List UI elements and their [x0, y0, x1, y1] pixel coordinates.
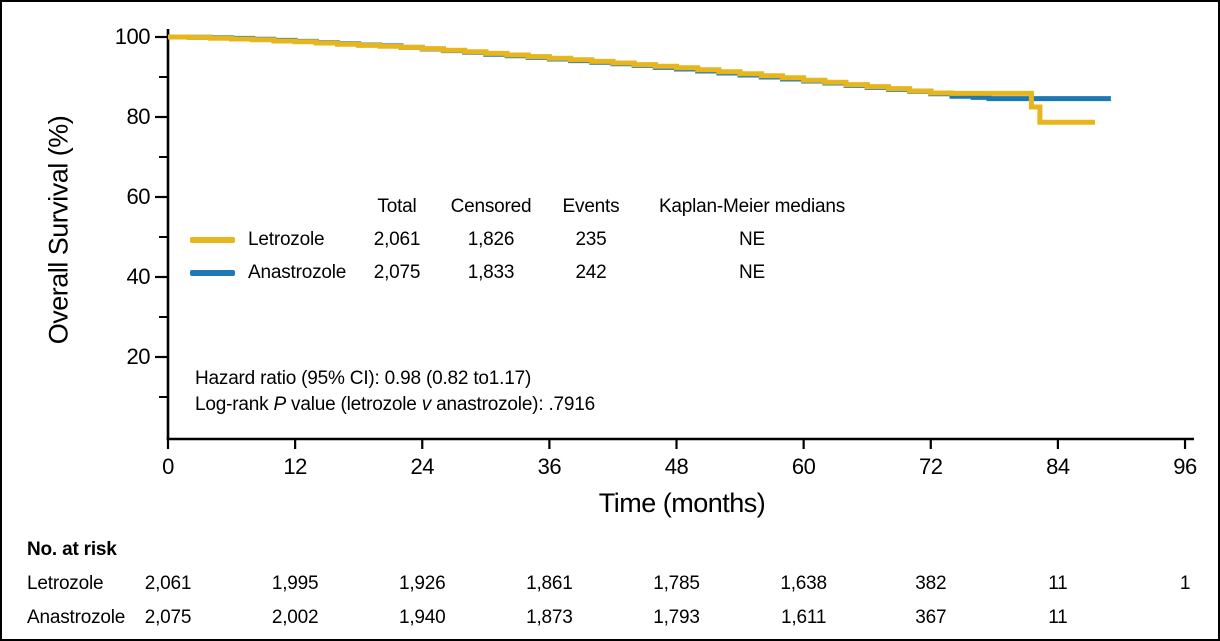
- legend-name: Letrozole: [248, 228, 325, 250]
- at-risk-value: 1,995: [271, 573, 319, 594]
- letrozole-line-swatch: [190, 236, 235, 243]
- at-risk-value: 2,075: [144, 607, 192, 628]
- y-tick-label: 60: [126, 184, 151, 209]
- at-risk-row-label: Letrozole: [27, 573, 104, 594]
- x-tick-label: 0: [162, 454, 174, 479]
- at-risk-value: 1,873: [526, 607, 573, 628]
- at-risk-value: 382: [915, 573, 947, 594]
- y-tick-label: 40: [126, 264, 151, 289]
- logrank-text: Log-rank P value (letrozole v anastrozol…: [195, 394, 596, 415]
- legend-median: NE: [739, 261, 765, 283]
- at-risk-value: 11: [1048, 573, 1068, 594]
- at-risk-value: 11: [1048, 607, 1068, 628]
- stats-annotation: Hazard ratio (95% CI): 0.98 (0.82 to1.17…: [195, 366, 595, 418]
- at-risk-value: 2,061: [144, 573, 192, 594]
- y-tick-label: 100: [114, 24, 151, 49]
- at-risk-value: 1,611: [781, 607, 827, 628]
- anastrozole-line-swatch: [190, 269, 235, 276]
- at-risk-value: 1,940: [398, 607, 446, 628]
- x-tick-label: 12: [283, 454, 307, 479]
- hazard-ratio-text: Hazard ratio (95% CI): 0.98 (0.82 to1.17…: [195, 368, 532, 389]
- legend-median: NE: [739, 228, 765, 250]
- legend-table: Total Censored Events Kaplan-Meier media…: [190, 190, 864, 289]
- x-tick-label: 48: [664, 454, 689, 479]
- x-axis-title: Time (months): [598, 488, 766, 518]
- at-risk-title: No. at risk: [27, 539, 117, 560]
- legend-censored: 1,833: [467, 261, 515, 283]
- legend-row-anastrozole: Anastrozole 2,075 1,833 242 NE: [190, 256, 864, 289]
- at-risk-value: 1,785: [653, 573, 700, 594]
- y-axis-title: Overall Survival (%): [43, 115, 74, 345]
- legend-name: Anastrozole: [248, 261, 347, 283]
- x-tick-label: 24: [410, 454, 435, 479]
- legend-header-censored: Censored: [450, 195, 532, 217]
- at-risk-value: 1,861: [526, 573, 573, 594]
- at-risk-value: 2,002: [271, 607, 319, 628]
- at-risk-value: 1: [1179, 573, 1191, 594]
- legend-events: 235: [575, 228, 607, 250]
- x-tick-label: 60: [791, 454, 816, 479]
- x-tick-label: 36: [537, 454, 562, 479]
- at-risk-value: 367: [915, 607, 947, 628]
- legend-row-letrozole: Letrozole 2,061 1,826 235 NE: [190, 223, 864, 256]
- at-risk-value: 1,638: [780, 573, 827, 594]
- survival-chart-canvas: [155, 29, 1194, 449]
- at-risk-value: 1,926: [398, 573, 446, 594]
- legend-censored: 1,826: [467, 228, 515, 250]
- legend-header-medians: Kaplan-Meier medians: [658, 195, 846, 217]
- legend-header-row: Total Censored Events Kaplan-Meier media…: [190, 190, 864, 223]
- survival-curve-anastrozole: [168, 34, 1111, 102]
- x-tick-label: 96: [1173, 454, 1197, 479]
- at-risk-row-label: Anastrozole: [27, 607, 126, 628]
- legend-events: 242: [575, 261, 607, 283]
- legend-total: 2,061: [373, 228, 421, 250]
- legend-header-events: Events: [562, 195, 620, 217]
- survival-curve-letrozole: [168, 34, 1095, 125]
- at-risk-value: 1,793: [653, 607, 700, 628]
- x-tick-label: 72: [919, 454, 943, 479]
- x-tick-label: 84: [1046, 454, 1070, 479]
- y-tick-label: 20: [126, 344, 151, 369]
- y-tick-label: 80: [126, 104, 151, 129]
- legend-header-total: Total: [377, 195, 417, 217]
- legend-total: 2,075: [373, 261, 421, 283]
